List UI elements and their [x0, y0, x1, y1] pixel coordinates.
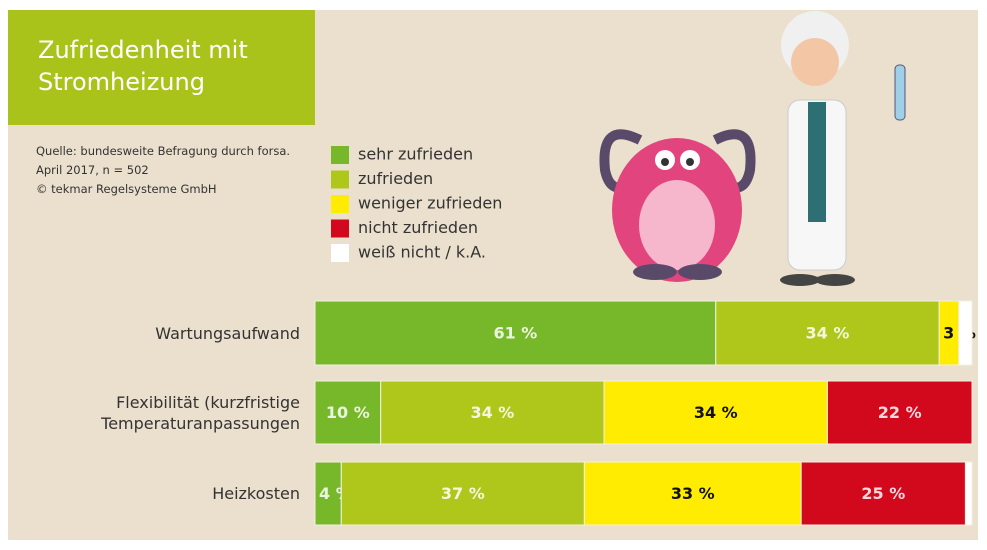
category-label: Flexibilität (kurzfristige Temperaturanp…	[40, 392, 300, 434]
bar-segment	[965, 462, 972, 525]
scientist-illustration	[780, 11, 905, 286]
legend-label: nicht zufrieden	[358, 218, 478, 237]
legend-swatch	[331, 146, 349, 164]
source-note: Quelle: bundesweite Befragung durch fors…	[36, 144, 290, 158]
legend-label: sehr zufrieden	[358, 145, 473, 164]
legend-swatch	[331, 171, 349, 189]
bar-segment	[959, 301, 972, 365]
legend-label: zufrieden	[358, 169, 433, 188]
category-label: Wartungsaufwand	[40, 323, 300, 344]
legend-swatch	[331, 195, 349, 213]
data-label: 34 %	[694, 403, 738, 422]
data-label: 10 %	[326, 403, 370, 422]
legend-label: weiß nicht / k.A.	[358, 243, 486, 262]
legend-label: weniger zufrieden	[358, 194, 502, 213]
legend-swatch	[331, 220, 349, 238]
data-label: 25 %	[861, 484, 905, 503]
data-label: 22 %	[878, 403, 922, 422]
chart: sehr zufrieden zufrieden weniger zufrieden…	[0, 0, 987, 550]
page: Zufriedenheit mit Stromheizung sehr zufr…	[0, 0, 987, 550]
data-label: 33 %	[671, 484, 715, 503]
data-label: 34 %	[470, 403, 514, 422]
monster-illustration	[604, 134, 750, 282]
data-label: 37 %	[441, 484, 485, 503]
category-label: Heizkosten	[40, 483, 300, 504]
source-note: April 2017, n = 502	[36, 163, 149, 177]
legend-swatch	[331, 244, 349, 262]
source-note: © tekmar Regelsysteme GmbH	[36, 182, 217, 196]
data-label: 34 %	[806, 324, 850, 343]
data-label: 61 %	[493, 324, 537, 343]
